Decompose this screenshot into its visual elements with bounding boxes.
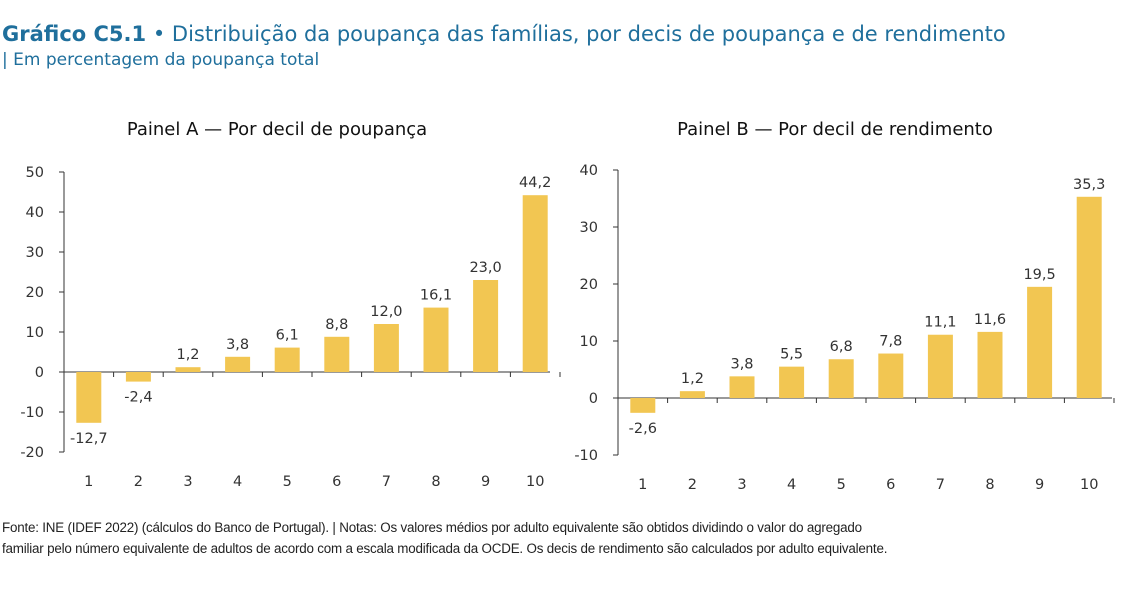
panel-a-bar-10	[522, 195, 548, 372]
panel-a-value-label-2: -2,4	[124, 390, 152, 406]
panel-a-x-tick-label: 7	[382, 474, 391, 490]
panel-a-bar-8	[423, 307, 449, 372]
chart-subtitle: | Em percentagem da poupança total	[2, 50, 320, 70]
panel-b-value-label-7: 11,1	[924, 315, 956, 331]
chart-area: Painel A — Por decil de poupança -20 -10 0 1…	[20, 119, 1115, 493]
panel-a-y-tick-label: 20	[26, 285, 44, 301]
panel-b-value-label-1: -2,6	[629, 421, 657, 437]
panel-a-value-label-1: -12,7	[70, 431, 108, 447]
panel-a-value-label-3: 1,2	[176, 347, 199, 363]
panel-a-x-tick-label: 10	[526, 474, 544, 490]
panel-a-value-label-9: 23,0	[469, 260, 501, 276]
panel-a-x-tick-label: 3	[183, 474, 192, 490]
panel-b-x-tick-label: 8	[985, 477, 994, 493]
panel-b-value-label-2: 1,2	[681, 371, 704, 387]
panel-b-bar-5	[828, 359, 854, 398]
panel-a-value-label-10: 44,2	[519, 175, 551, 191]
panel-a-x-tick-label: 1	[84, 474, 93, 490]
panel-b-x-tick-label: 4	[787, 477, 796, 493]
panel-a-bar-7	[373, 324, 399, 372]
panel-b-value-label-3: 3,8	[730, 356, 753, 372]
panel-b-x-tick-label: 1	[638, 477, 647, 493]
panel-b-y-tick-label: 0	[589, 391, 598, 407]
panel-a-y-tick-label: 40	[26, 205, 44, 221]
panel-b-bar-4	[779, 366, 805, 398]
panel-b-x-tick-label: 9	[1035, 477, 1044, 493]
panel-a-x-tick-label: 6	[332, 474, 341, 490]
panel-a-bar-3	[175, 367, 201, 372]
panel-b-y-tick-label: 20	[580, 277, 598, 293]
chart-header: Gráfico C5.1 • Distribuição da poupança …	[2, 22, 1126, 70]
panel-b-y-tick-label: 40	[580, 163, 598, 179]
panel-a-y-tick-label: -10	[20, 405, 44, 421]
panel-a-y-tick-label: 50	[26, 165, 44, 181]
panel-a-bar-4	[225, 356, 251, 372]
footer-notes-continued: familiar pelo número equivalente de adul…	[2, 541, 888, 556]
panel-a-value-label-8: 16,1	[420, 288, 452, 304]
panel-b-bar-10	[1076, 196, 1102, 398]
panel-b-value-label-5: 6,8	[830, 339, 853, 355]
panel-a-x-tick-label: 5	[283, 474, 292, 490]
panel-b-bar-8	[977, 331, 1003, 398]
panel-a-y-tick-label: -20	[20, 445, 44, 461]
panel-a-bar-5	[274, 347, 300, 372]
panel-a-bar-6	[324, 336, 350, 372]
panel-b-bar-9	[1027, 286, 1053, 398]
panel-a-x-tick-label: 8	[431, 474, 440, 490]
panel-a-value-label-6: 8,8	[325, 317, 348, 333]
panel-b-y-tick-label: -10	[574, 448, 598, 464]
title-separator: •	[152, 22, 166, 46]
panel-a-value-label-7: 12,0	[370, 304, 402, 320]
footer-source-notes: Fonte: INE (IDEF 2022) (cálculos do Banc…	[2, 520, 862, 535]
panel-a-bar-9	[473, 280, 499, 372]
panel-b-x-tick-label: 6	[886, 477, 895, 493]
panel-a-value-label-5: 6,1	[276, 328, 299, 344]
panel-b-x-tick-label: 5	[837, 477, 846, 493]
panel-b-x-tick-label: 2	[688, 477, 697, 493]
panel-b-value-label-4: 5,5	[780, 347, 803, 363]
panel-a-x-tick-label: 2	[134, 474, 143, 490]
panel-b-value-label-9: 19,5	[1023, 267, 1055, 283]
panel-b-value-label-6: 7,8	[879, 334, 902, 350]
panel-b-bar-2	[679, 391, 705, 398]
panel-b-value-label-8: 11,6	[974, 312, 1006, 328]
panel-b-value-label-10: 35,3	[1073, 177, 1105, 193]
chart-title-text: Distribuição da poupança das famílias, p…	[171, 22, 1006, 46]
panel-b-x-tick-label: 10	[1080, 477, 1098, 493]
panel-b-bar-6	[878, 353, 904, 398]
panel-a-bar-2	[125, 372, 151, 382]
panel-b-y-tick-label: 30	[580, 220, 598, 236]
panel-a-y-tick-label: 30	[26, 245, 44, 261]
panel-b-title: Painel B — Por decil de rendimento	[677, 119, 993, 140]
panel-a-value-label-4: 3,8	[226, 337, 249, 353]
chart-footer: Fonte: INE (IDEF 2022) (cálculos do Banc…	[2, 517, 1126, 559]
chart-title: Gráfico C5.1 • Distribuição da poupança …	[2, 22, 1126, 46]
panel-b-y-tick-label: 10	[580, 334, 598, 350]
panel-b-bar-7	[927, 334, 953, 398]
chart-number: Gráfico C5.1	[2, 22, 147, 46]
panel-a-bar-1	[76, 372, 102, 423]
panel-b-x-tick-label: 3	[737, 477, 746, 493]
panel-a-x-tick-label: 9	[481, 474, 490, 490]
panel-a-title: Painel A — Por decil de poupança	[127, 119, 427, 140]
panel-a-y-tick-label: 0	[35, 365, 44, 381]
panel-a-y-tick-label: 10	[26, 325, 44, 341]
panel-b-bar-3	[729, 376, 755, 398]
panel-b-bar-1	[630, 398, 656, 413]
panel-b: Painel B — Por decil de rendimento -10 0 10…	[574, 119, 1115, 493]
panel-a-x-tick-label: 4	[233, 474, 242, 490]
panel-b-x-tick-label: 7	[936, 477, 945, 493]
panel-a: Painel A — Por decil de poupança -20 -10 0 1…	[20, 119, 561, 490]
